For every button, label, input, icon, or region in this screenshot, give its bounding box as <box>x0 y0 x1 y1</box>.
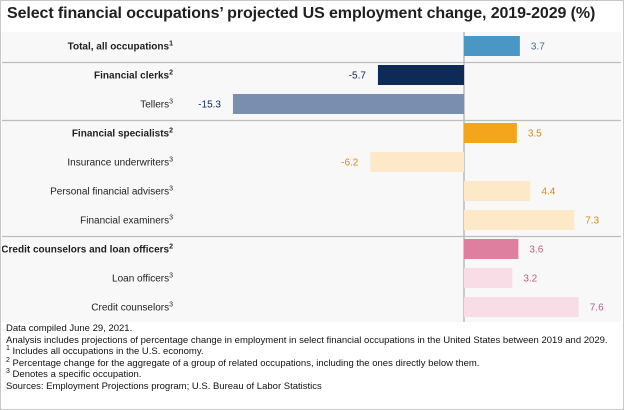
category-label: Financial specialists2 <box>72 128 173 140</box>
data-label: 4.4 <box>541 187 555 198</box>
data-label: 3.6 <box>529 245 543 256</box>
bar-chart: Total, all occupations1 3.7 Financial cler… <box>2 32 621 322</box>
chart-plot-area: Total, all occupations1 3.7 Financial cler… <box>2 32 621 322</box>
note-text: Analysis includes projections of percent… <box>6 334 608 346</box>
data-label: -5.7 <box>349 71 367 82</box>
note-line: 2 Percentage change for the aggregate of… <box>6 356 618 370</box>
note-text: Denotes a specific occupation. <box>9 369 142 381</box>
data-label: 7.3 <box>585 216 599 227</box>
bar <box>464 181 531 201</box>
footnote-marker: 2 <box>169 70 173 77</box>
category-label: Loan officers3 <box>112 273 173 285</box>
bar <box>232 94 464 114</box>
category-label: Financial examiners3 <box>80 215 173 227</box>
category-label: Financial clerks2 <box>94 70 173 82</box>
bar <box>464 36 520 56</box>
chart-title: Select financial occupations’ projected … <box>7 5 596 22</box>
footnote-marker: 3 <box>169 99 173 106</box>
note-marker: 2 <box>6 356 10 364</box>
bar <box>464 123 517 143</box>
footnote-marker: 3 <box>169 215 173 222</box>
bar <box>377 65 464 85</box>
note-text: Includes all occupations in the U.S. eco… <box>9 346 204 358</box>
note-text: Sources: Employment Projections program;… <box>6 380 322 392</box>
note-line: Data compiled June 29, 2021. <box>6 323 618 335</box>
data-label: 7.6 <box>590 303 604 314</box>
category-label: Credit counselors3 <box>91 302 173 314</box>
bar <box>464 239 519 259</box>
note-text: Data compiled June 29, 2021. <box>6 323 133 334</box>
bar <box>370 152 464 172</box>
note-line: 1 Includes all occupations in the U.S. e… <box>6 345 618 358</box>
category-label: Personal financial advisers3 <box>50 186 173 198</box>
bar <box>464 210 575 230</box>
bar <box>464 297 579 317</box>
note-marker: 3 <box>6 368 10 376</box>
category-label: Credit counselors and loan officers2 <box>2 244 173 256</box>
data-label: -15.3 <box>198 100 221 111</box>
footnote-marker: 2 <box>169 244 173 251</box>
footnote-marker: 3 <box>169 302 173 309</box>
data-label: 3.7 <box>531 42 545 53</box>
note-marker: 1 <box>6 345 10 353</box>
footnote-marker: 3 <box>169 273 173 280</box>
note-line: Analysis includes projections of percent… <box>6 335 618 347</box>
category-label: Insurance underwriters3 <box>67 157 173 169</box>
footnote-marker: 2 <box>169 128 173 135</box>
footnote-marker: 3 <box>169 186 173 193</box>
footnote-marker: 1 <box>169 41 173 48</box>
note-line: 3 Denotes a specific occupation. <box>6 368 618 381</box>
bar <box>464 268 513 288</box>
note-text: Percentage change for the aggregate of a… <box>9 357 480 369</box>
footnote-marker: 3 <box>169 157 173 164</box>
note-line: Sources: Employment Projections program;… <box>6 381 618 393</box>
chart-notes: Data compiled June 29, 2021. Analysis in… <box>6 323 618 393</box>
category-label: Tellers3 <box>140 99 173 111</box>
category-label: Total, all occupations1 <box>68 41 174 53</box>
data-label: 3.5 <box>528 129 542 140</box>
data-label: -6.2 <box>341 158 359 169</box>
data-label: 3.2 <box>523 274 537 285</box>
